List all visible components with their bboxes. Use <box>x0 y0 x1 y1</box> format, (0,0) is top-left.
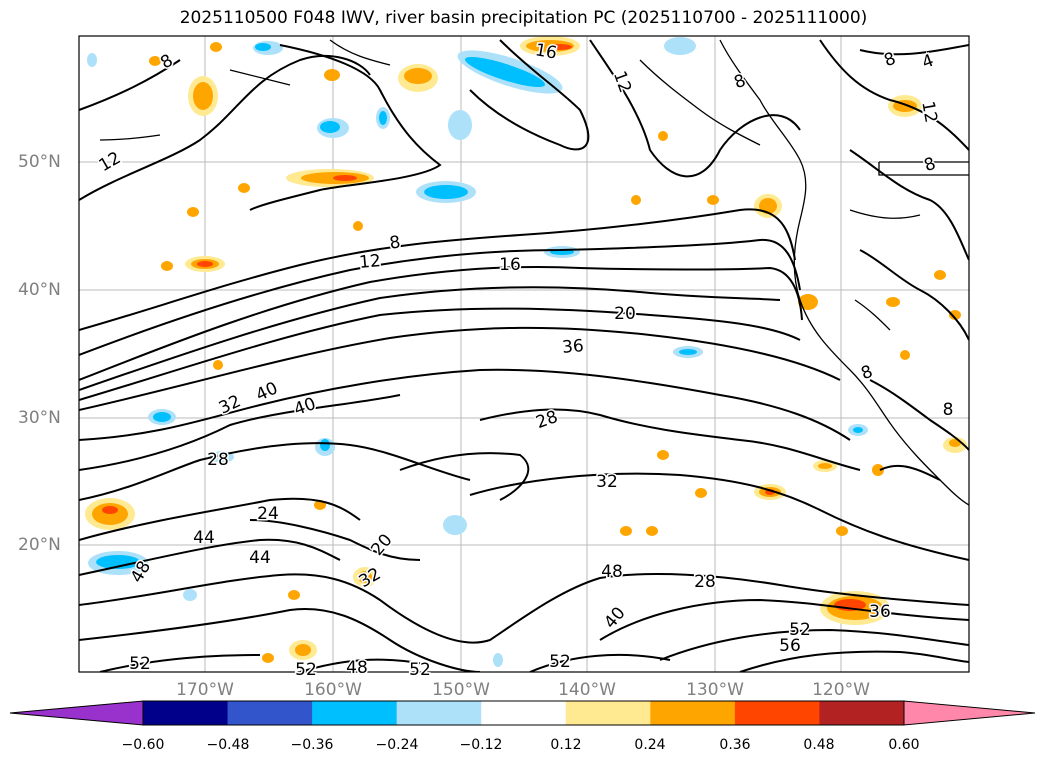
contour-label: 32 <box>596 472 618 492</box>
colorbar-segment <box>481 701 567 725</box>
contour-label: 20 <box>614 304 636 324</box>
lat-label-30n: 30°N <box>18 408 61 428</box>
contour-label: 16 <box>499 255 521 275</box>
contour-label: 12 <box>917 100 940 125</box>
contour-label: 12 <box>358 251 381 273</box>
colorbar-segment <box>734 701 820 725</box>
contour-label: 36 <box>869 602 891 622</box>
colorbar-tick: −0.60 <box>121 737 165 753</box>
colorbar-segment <box>819 701 905 725</box>
contour-label: 44 <box>193 528 215 548</box>
colorbar-segment <box>650 701 736 725</box>
colorbar-tick: −0.36 <box>290 737 334 753</box>
colorbar <box>9 700 1036 726</box>
contour-label: 28 <box>694 572 716 592</box>
colorbar-tick: 0.12 <box>550 737 582 753</box>
colorbar-tick: 0.60 <box>888 737 920 753</box>
lat-label-40n: 40°N <box>18 280 61 300</box>
contour-label: 8 <box>388 232 402 253</box>
colorbar-segment <box>565 701 651 725</box>
colorbar-segment <box>312 701 398 725</box>
contour-label: 48 <box>601 562 623 582</box>
gridlines <box>79 36 969 672</box>
lon-label-150w: 150°W <box>432 680 490 700</box>
contour-label: 24 <box>257 504 279 524</box>
iwv-contours <box>79 39 969 672</box>
lon-label-170w: 170°W <box>176 680 234 700</box>
contour-label: 44 <box>249 548 271 568</box>
colorbar-tick: 0.48 <box>803 737 835 753</box>
precip-shading <box>85 36 967 667</box>
colorbar-segment <box>227 701 313 725</box>
contour-label: 36 <box>561 336 584 358</box>
lon-label-130w: 130°W <box>686 680 744 700</box>
colorbar-tick: −0.48 <box>206 737 250 753</box>
contour-label: 56 <box>779 636 801 656</box>
lon-label-160w: 160°W <box>304 680 362 700</box>
lon-label-140w: 140°W <box>558 680 616 700</box>
coastline <box>99 39 969 506</box>
map-title: 2025110500 F048 IWV, river basin precipi… <box>179 8 868 28</box>
contour-label: 28 <box>207 450 229 470</box>
colorbar-tick: −0.12 <box>459 737 503 753</box>
lat-label-20n: 20°N <box>18 535 61 555</box>
colorbar-tick: 0.24 <box>634 737 666 753</box>
contour-label: 52 <box>549 652 571 672</box>
plot-frame <box>78 35 970 673</box>
contour-label: 52 <box>129 654 151 674</box>
colorbar-segment <box>143 701 229 725</box>
plot-area <box>79 36 969 672</box>
lat-label-50n: 50°N <box>18 152 61 172</box>
colorbar-tick: 0.36 <box>719 737 751 753</box>
contour-label: 52 <box>789 620 811 640</box>
contour-label: 8 <box>943 400 954 420</box>
colorbar-segment <box>396 701 482 725</box>
contour-label: 16 <box>534 40 559 63</box>
contour-label: 52 <box>409 660 431 680</box>
contour-label: 52 <box>295 660 317 680</box>
colorbar-tick: −0.24 <box>375 737 419 753</box>
contour-label: 48 <box>346 658 368 678</box>
lon-label-120w: 120°W <box>812 680 870 700</box>
